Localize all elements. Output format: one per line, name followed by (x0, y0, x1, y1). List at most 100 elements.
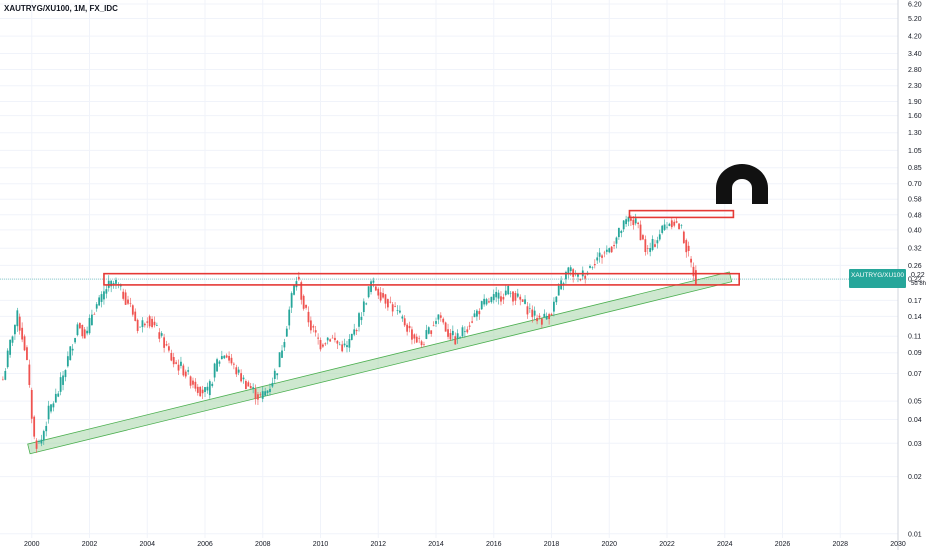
candles (1, 213, 697, 453)
candle-body (322, 344, 324, 347)
candle-body (276, 373, 279, 376)
y-tick-label: 6.20 (908, 2, 922, 9)
candle-body (685, 240, 688, 253)
candle-body (26, 347, 28, 360)
chart-annotations-front[interactable] (103, 209, 740, 286)
candle-body (396, 310, 399, 312)
candle-body (143, 323, 146, 326)
candle-body (386, 299, 389, 308)
x-tick-label: 2014 (428, 541, 444, 548)
candle-body (603, 252, 606, 254)
candle-body (399, 310, 401, 313)
candle-body (302, 295, 305, 309)
candle-body (232, 363, 235, 365)
chart-annotations[interactable] (27, 271, 733, 455)
candle-body (93, 314, 96, 315)
candle-body (182, 365, 185, 376)
candle-body (569, 267, 572, 272)
candle-body (252, 387, 255, 389)
candle-body (283, 342, 286, 348)
candle-body (639, 224, 642, 241)
candle-body (379, 292, 382, 301)
chart-legend-symbol: XAUTRYG/XU100, 1M, FX_IDC (4, 4, 118, 13)
candle-body (103, 291, 105, 300)
candle-body (666, 226, 668, 228)
candle-body (355, 330, 358, 332)
candle-body (661, 225, 664, 233)
candle-body (495, 291, 498, 298)
candle-body (358, 313, 360, 327)
candle-body (555, 296, 558, 303)
candle-body (418, 337, 421, 339)
candle-body (153, 321, 156, 326)
candle-body (206, 386, 209, 391)
candle-body (14, 324, 16, 335)
candle-body (610, 246, 613, 253)
candle-body (1, 379, 4, 381)
candle-body (110, 280, 113, 287)
x-tick-label: 2022 (659, 541, 675, 548)
candle-body (622, 220, 625, 230)
candle-body (492, 294, 495, 301)
y-tick-label: 0.85 (908, 165, 922, 172)
candle-body (504, 290, 507, 295)
candle-body (264, 391, 267, 396)
candle-body (148, 316, 151, 327)
candle-body (47, 405, 50, 420)
candle-body (213, 363, 216, 378)
candle-body (425, 330, 428, 339)
candle-body (430, 330, 433, 334)
candle-body (668, 223, 671, 226)
x-tick-label: 2018 (544, 541, 560, 548)
candle-body (540, 318, 543, 325)
candle-body (480, 301, 483, 310)
candle-body (115, 279, 117, 284)
candle-body (512, 291, 514, 302)
candle-body (550, 313, 553, 316)
candle-body (309, 320, 312, 331)
y-tick-label: 0.70 (908, 181, 922, 188)
candle-body (155, 325, 158, 326)
x-tick-label: 2020 (601, 541, 617, 548)
candle-body (105, 289, 108, 294)
candle-body (521, 299, 524, 302)
candle-body (131, 305, 134, 315)
candle-body (187, 370, 190, 372)
candle-body (408, 325, 411, 329)
candle-body (160, 333, 163, 336)
candle-body (45, 425, 48, 432)
x-tick-label: 2026 (775, 541, 791, 548)
candle-body (528, 308, 531, 309)
x-tick-label: 2016 (486, 541, 502, 548)
candle-body (319, 340, 322, 350)
candle-body (591, 267, 594, 268)
y-tick-label: 1.30 (908, 130, 922, 137)
y-tick-label: 0.02 (908, 474, 922, 481)
price-tag-symbol: XAUTRYG/XU100 (851, 272, 904, 279)
candle-body (632, 219, 635, 226)
candle-body (432, 325, 435, 327)
candle-body (52, 403, 55, 408)
candle-body (634, 218, 637, 224)
candle-body (228, 356, 230, 361)
candle-body (54, 393, 57, 403)
candle-body (377, 288, 380, 296)
candle-body (509, 292, 512, 294)
candle-body (670, 220, 673, 228)
candle-body (466, 329, 469, 333)
candle-body (536, 317, 538, 322)
horseshoe-magnet-icon (716, 164, 768, 204)
y-tick-label: 0.04 (908, 417, 922, 424)
candle-body (314, 330, 317, 333)
candle-body (675, 221, 678, 223)
candle-body (285, 328, 288, 337)
candle-body (471, 321, 473, 323)
time-axis[interactable]: 2000 2002 2004 2006 2008 2010 2012 2014 2016 2018… (24, 541, 906, 548)
candle-body (658, 234, 661, 240)
candle-body (637, 222, 640, 225)
candle-body (235, 367, 238, 375)
price-axis[interactable]: 6.20 5.20 4.20 3.40 2.80 2.30 1.90 1.60 1.30 1.05… (908, 2, 922, 539)
candle-body (62, 375, 64, 385)
candle-body (461, 327, 464, 337)
